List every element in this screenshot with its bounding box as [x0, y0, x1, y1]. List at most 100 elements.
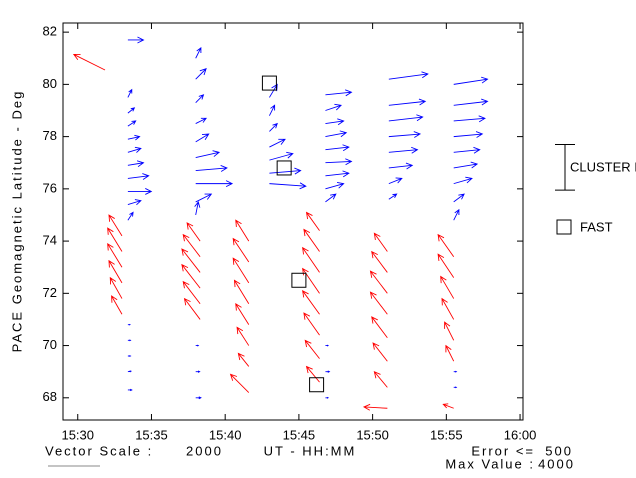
- vector-arrow: [371, 250, 388, 273]
- vector-arrow: [303, 312, 320, 336]
- vector-arrow: [127, 107, 136, 114]
- vector-arrow: [107, 242, 123, 268]
- vector-arrow: [108, 259, 123, 284]
- vector-arrow: [236, 326, 250, 346]
- vector-arrow: [440, 275, 455, 299]
- vector-arrow: [127, 160, 145, 168]
- y-tick-label: 74: [43, 233, 57, 248]
- vector-arrow: [182, 280, 201, 305]
- vector-arrow: [127, 173, 150, 180]
- legend-cluster: CLUSTER I: [570, 159, 636, 174]
- vector-arrow: [232, 237, 250, 263]
- vector-arrow: [195, 370, 201, 373]
- legend-fast-symbol: [556, 219, 572, 235]
- vector-arrow: [127, 199, 142, 206]
- vector-arrow: [362, 403, 388, 411]
- x-tick-label: 15:50: [356, 427, 389, 442]
- fast-marker: [309, 377, 325, 393]
- vector-arrow: [453, 370, 458, 373]
- vector-arrow: [325, 181, 345, 190]
- vector-arrow: [269, 122, 278, 132]
- vector-arrow: [302, 267, 320, 294]
- vector-arrow: [325, 193, 337, 203]
- vector-arrow: [325, 370, 331, 373]
- max-value: 4000: [538, 456, 575, 471]
- vector-arrow: [195, 165, 228, 172]
- vector-arrow: [445, 344, 455, 362]
- vector-arrow: [108, 214, 123, 237]
- vector-arrow: [111, 295, 123, 315]
- vector-arrow: [305, 365, 320, 383]
- vector-arrow: [269, 167, 302, 175]
- error-value: 500: [545, 443, 573, 458]
- vector-arrow: [269, 104, 276, 116]
- vector-arrow: [388, 131, 422, 138]
- vector-arrow: [181, 263, 201, 289]
- y-tick-label: 78: [43, 128, 57, 143]
- vector-arrow: [453, 386, 458, 389]
- vector-arrow: [453, 146, 481, 154]
- max-label: Max Value :: [445, 456, 535, 471]
- fast-marker: [291, 272, 307, 288]
- vector-arrow: [72, 53, 106, 71]
- vector-arrow: [325, 158, 353, 166]
- vector-arrow: [369, 270, 388, 294]
- x-tick-label: 15:30: [61, 427, 94, 442]
- vector-arrow: [195, 68, 207, 80]
- vector-arrow: [388, 146, 419, 154]
- vector-scale-label: Vector Scale :: [45, 443, 153, 458]
- vector-arrow: [237, 352, 250, 367]
- y-tick-label: 68: [43, 389, 57, 404]
- vector-arrow: [107, 227, 123, 252]
- vector-arrow: [388, 162, 414, 170]
- vector-arrow: [109, 276, 123, 299]
- vector-arrow: [325, 103, 342, 111]
- x-tick-label: 15:55: [430, 427, 463, 442]
- vector-arrow: [453, 131, 484, 138]
- vector-arrow: [269, 151, 294, 161]
- vector-arrow: [437, 233, 455, 258]
- vector-arrow: [325, 170, 350, 178]
- vector-arrow: [127, 211, 134, 221]
- vector-arrow: [305, 211, 320, 231]
- vector-arrow: [325, 144, 350, 152]
- vector-arrow: [195, 150, 221, 158]
- vector-arrow: [373, 370, 388, 388]
- vector-arrow: [325, 344, 330, 347]
- vector-arrow: [182, 233, 201, 258]
- vector-arrow: [325, 130, 348, 138]
- y-tick-label: 76: [43, 180, 57, 195]
- vector-arrow: [195, 396, 202, 400]
- vector-arrow: [195, 46, 202, 59]
- y-axis-label: PACE Geomagnetic Latitude - Deg: [9, 90, 24, 353]
- vector-arrow: [181, 248, 201, 273]
- vector-arrow: [453, 76, 489, 85]
- vector-arrow: [388, 193, 398, 200]
- vector-arrow: [302, 290, 320, 315]
- vector-arrow: [388, 71, 429, 80]
- fast-marker: [276, 160, 292, 176]
- vector-arrow: [194, 200, 201, 216]
- vector-arrow: [127, 88, 133, 98]
- vector-arrow: [183, 297, 201, 320]
- x-tick-label: 15:45: [283, 427, 316, 442]
- vector-arrow: [325, 89, 353, 97]
- error-label: Error <=: [471, 443, 535, 458]
- vector-arrow: [373, 232, 388, 252]
- vector-arrow: [372, 342, 388, 362]
- vector-arrow: [127, 323, 131, 326]
- vector-arrow: [453, 193, 465, 203]
- vector-arrow: [229, 373, 250, 393]
- vector-arrow: [127, 134, 141, 141]
- vector-arrow: [127, 355, 132, 357]
- vector-arrow: [303, 228, 320, 252]
- x-tick-label: 15:40: [209, 427, 242, 442]
- vector-arrow: [388, 98, 427, 106]
- x-tick-label: 16:00: [504, 427, 537, 442]
- vector-arrow: [325, 118, 345, 126]
- vector-arrow: [441, 297, 455, 320]
- vector-arrow: [195, 94, 205, 103]
- vector-arrow: [453, 98, 489, 106]
- vector-arrow: [195, 117, 207, 124]
- vector-arrow: [302, 246, 320, 273]
